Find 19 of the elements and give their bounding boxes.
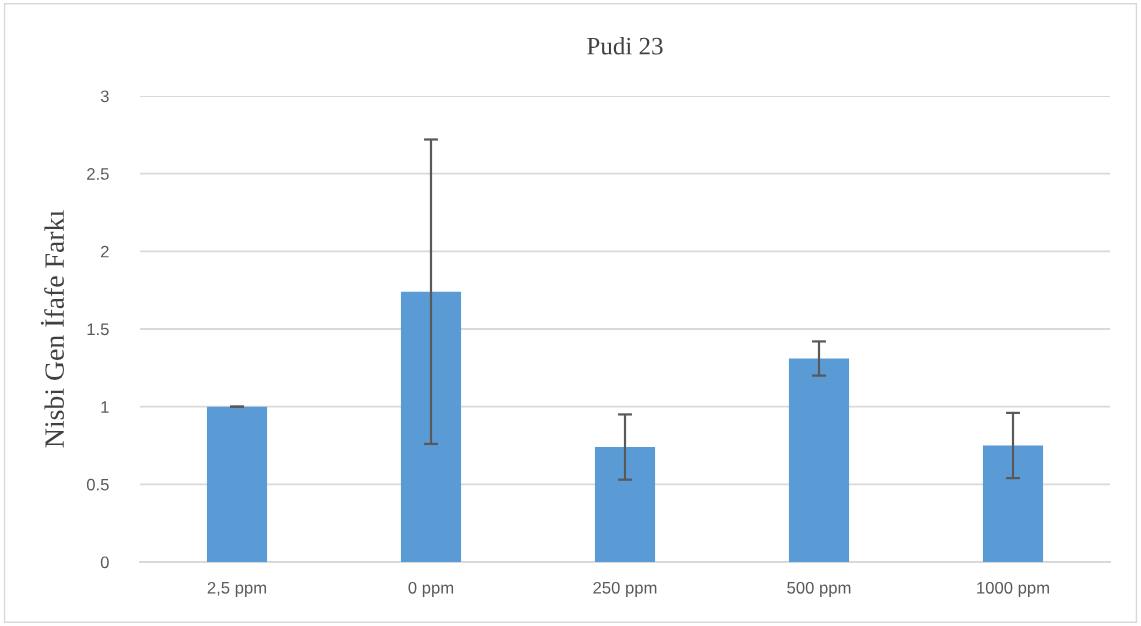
chart-title: Pudi 23 — [587, 36, 663, 55]
y-tick-label: 0.5 — [86, 478, 109, 491]
bar — [788, 358, 850, 562]
y-tick-label: 3 — [100, 90, 109, 103]
x-tick-label: 2,5 ppm — [207, 581, 267, 597]
y-tick-label: 0 — [100, 556, 109, 569]
bar — [594, 447, 656, 562]
y-tick-label: 2 — [101, 245, 109, 258]
bar — [982, 445, 1044, 562]
x-tick-label: 1000 ppm — [977, 581, 1049, 597]
bar — [206, 406, 268, 562]
y-tick-label: 2.5 — [87, 168, 109, 180]
y-tick-label: 1.5 — [87, 323, 109, 336]
y-axis-title: Nisbi Gen İfafe Farkı — [40, 210, 64, 448]
y-tick-label: 1 — [101, 401, 109, 413]
bar — [400, 291, 462, 562]
x-tick-label: 0 ppm — [408, 581, 454, 597]
x-tick-label: 500 ppm — [787, 581, 851, 597]
x-tick-label: 250 ppm — [593, 581, 657, 597]
